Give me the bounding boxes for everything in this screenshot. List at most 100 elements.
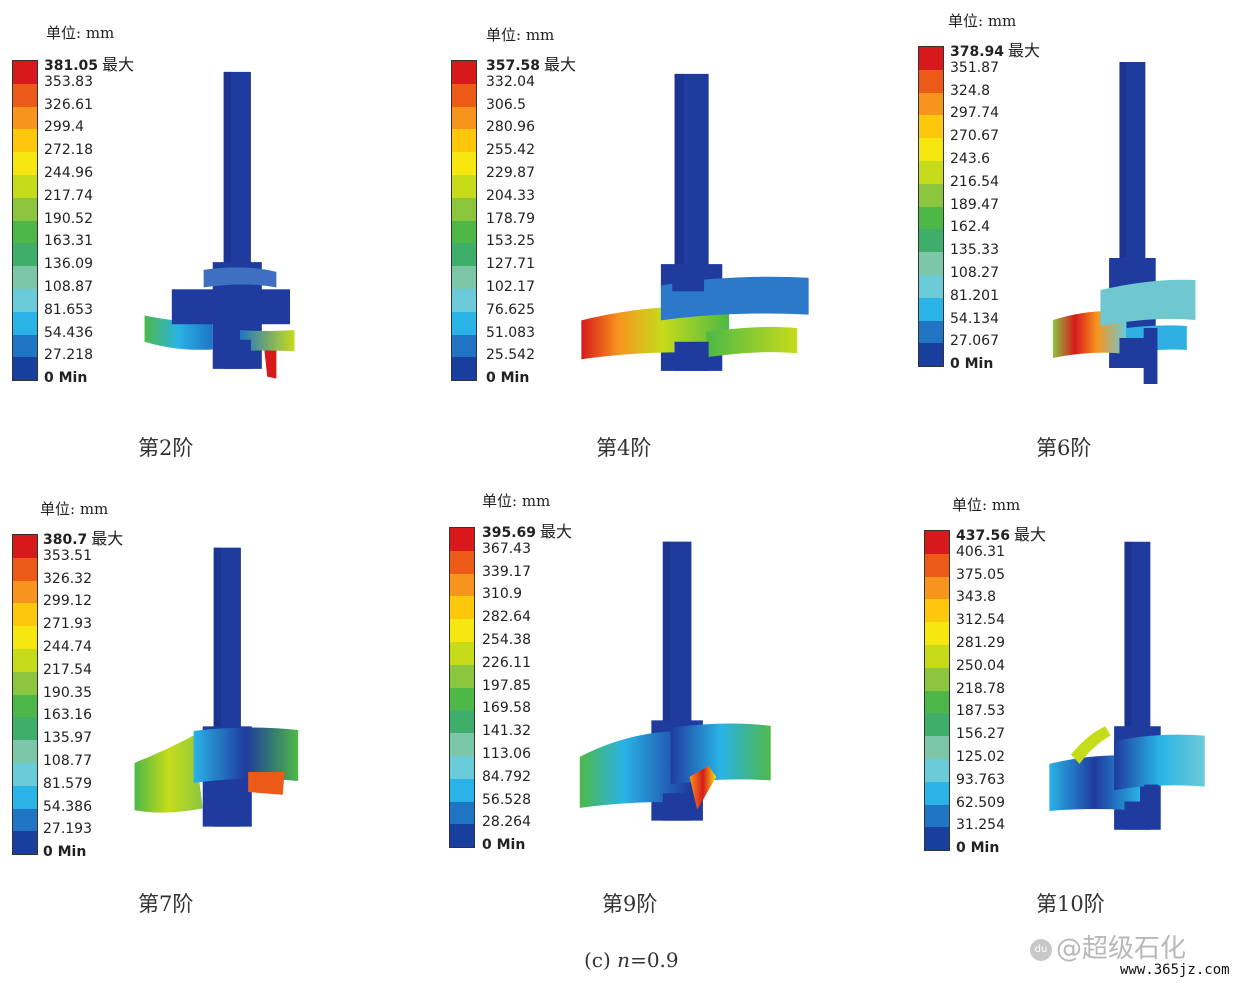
scale-swatch (13, 694, 37, 718)
scale-tick-label: 244.96 (44, 165, 93, 181)
mode-caption: 第2阶 (138, 436, 194, 460)
scale-swatch (452, 106, 476, 130)
scale-tick-label: 93.763 (956, 771, 1005, 788)
scale-tick-label: 81.653 (44, 301, 93, 318)
scale-tick-label: 81.579 (43, 775, 92, 792)
scale-swatch (450, 664, 474, 688)
scale-tick-label: 216.54 (950, 173, 999, 190)
scale-swatch (919, 69, 943, 93)
scale-max-label: 395.69 最大 (482, 518, 572, 542)
scale-max-label: 378.94 最大 (950, 37, 1040, 61)
scale-swatch (925, 667, 949, 691)
scale-swatch (919, 229, 943, 253)
scale-tick-label: 306.5 (486, 96, 527, 113)
scale-swatch (919, 92, 943, 116)
scale-swatch (13, 740, 37, 763)
scale-min-label: 0 Min (950, 356, 993, 372)
color-scale (924, 530, 950, 852)
scale-swatch (919, 138, 943, 161)
scale-tick-label: 190.35 (43, 684, 92, 701)
scale-tick-label: 406.31 (956, 543, 1005, 560)
min-value: 0 Min (956, 840, 1000, 857)
scale-max-label: 437.56 最大 (956, 521, 1046, 545)
scale-swatch (450, 824, 474, 848)
scale-tick-label: 81.201 (950, 287, 999, 304)
max-word: 最大 (1014, 525, 1047, 544)
scale-tick-label: 324.8 (950, 82, 991, 99)
scale-swatch (13, 785, 37, 809)
scale-swatch (13, 831, 37, 855)
scale-swatch (925, 713, 949, 737)
scale-swatch (13, 603, 37, 627)
scale-tick-label: 299.12 (43, 593, 92, 610)
scale-tick-label: 280.96 (486, 119, 535, 136)
scale-swatch (13, 557, 37, 581)
scale-tick-label: 127.71 (486, 256, 535, 273)
scale-tick-label: 156.27 (956, 726, 1005, 743)
scale-swatch (452, 152, 476, 175)
max-word: 最大 (91, 529, 124, 548)
scale-tick-label: 163.31 (44, 233, 93, 250)
max-word: 最大 (540, 522, 573, 541)
scale-tick-label: 272.18 (44, 142, 93, 159)
scale-tick-label: 229.87 (486, 165, 535, 181)
scale-max-label: 357.58 最大 (486, 51, 576, 75)
scale-tick-label: 108.77 (43, 753, 92, 769)
scale-tick-label: 310.9 (482, 586, 523, 603)
scale-tick-label: 54.386 (43, 798, 92, 815)
max-word: 最大 (1008, 41, 1041, 60)
max-word: 最大 (544, 55, 577, 74)
scale-swatch (452, 61, 476, 84)
impeller-render (1045, 538, 1235, 858)
scale-tick-label: 27.218 (44, 347, 93, 364)
scale-tick-label: 326.61 (44, 96, 93, 113)
scale-swatch (13, 311, 37, 335)
scale-tick-label: 162.4 (950, 219, 991, 236)
scale-tick-label: 254.38 (482, 632, 531, 648)
scale-swatch (919, 274, 943, 298)
scale-swatch (450, 550, 474, 574)
scale-swatch (13, 535, 37, 558)
scale-tick-label: 54.436 (44, 324, 93, 341)
scale-swatch (13, 152, 37, 175)
scale-swatch (925, 644, 949, 668)
color-scale (12, 60, 38, 382)
scale-tick-label: 243.6 (950, 151, 991, 167)
scale-swatch (925, 531, 949, 554)
scale-tick-label: 367.43 (482, 540, 531, 557)
subcaption-variable: n (617, 948, 631, 972)
scale-swatch (925, 599, 949, 623)
impeller-model (581, 73, 809, 371)
scale-swatch (13, 220, 37, 244)
scale-swatch (925, 622, 949, 645)
scale-swatch (925, 758, 949, 782)
mode-caption: 第6阶 (1036, 436, 1092, 460)
scale-swatch (13, 61, 37, 84)
max-value: 380.7 (43, 532, 88, 548)
scale-swatch (925, 690, 949, 714)
scale-swatch (919, 47, 943, 70)
scale-swatch (450, 733, 474, 756)
scale-swatch (13, 717, 37, 741)
max-value: 381.05 (44, 58, 99, 74)
min-value: 0 Min (486, 370, 530, 387)
scale-swatch (13, 671, 37, 695)
scale-tick-label: 31.254 (956, 817, 1005, 834)
scale-tick-label: 270.67 (950, 128, 999, 145)
scale-tick-label: 62.509 (956, 794, 1005, 811)
scale-swatch (13, 106, 37, 130)
scale-min-label: 0 Min (482, 837, 525, 853)
scale-swatch (13, 580, 37, 604)
scale-tick-label: 226.11 (482, 654, 531, 671)
scale-swatch (919, 252, 943, 275)
scale-swatch (450, 619, 474, 642)
scale-tick-label: 299.4 (44, 119, 85, 136)
scale-tick-label: 56.528 (482, 791, 531, 808)
scale-swatch (452, 83, 476, 107)
mode-caption: 第9阶 (602, 892, 658, 916)
scale-swatch (452, 357, 476, 381)
unit-label: 单位: mm (948, 12, 1017, 30)
scale-tick-label: 250.04 (956, 657, 1005, 674)
scale-tick-label: 27.067 (950, 333, 999, 350)
scale-tick-label: 326.32 (43, 570, 92, 587)
